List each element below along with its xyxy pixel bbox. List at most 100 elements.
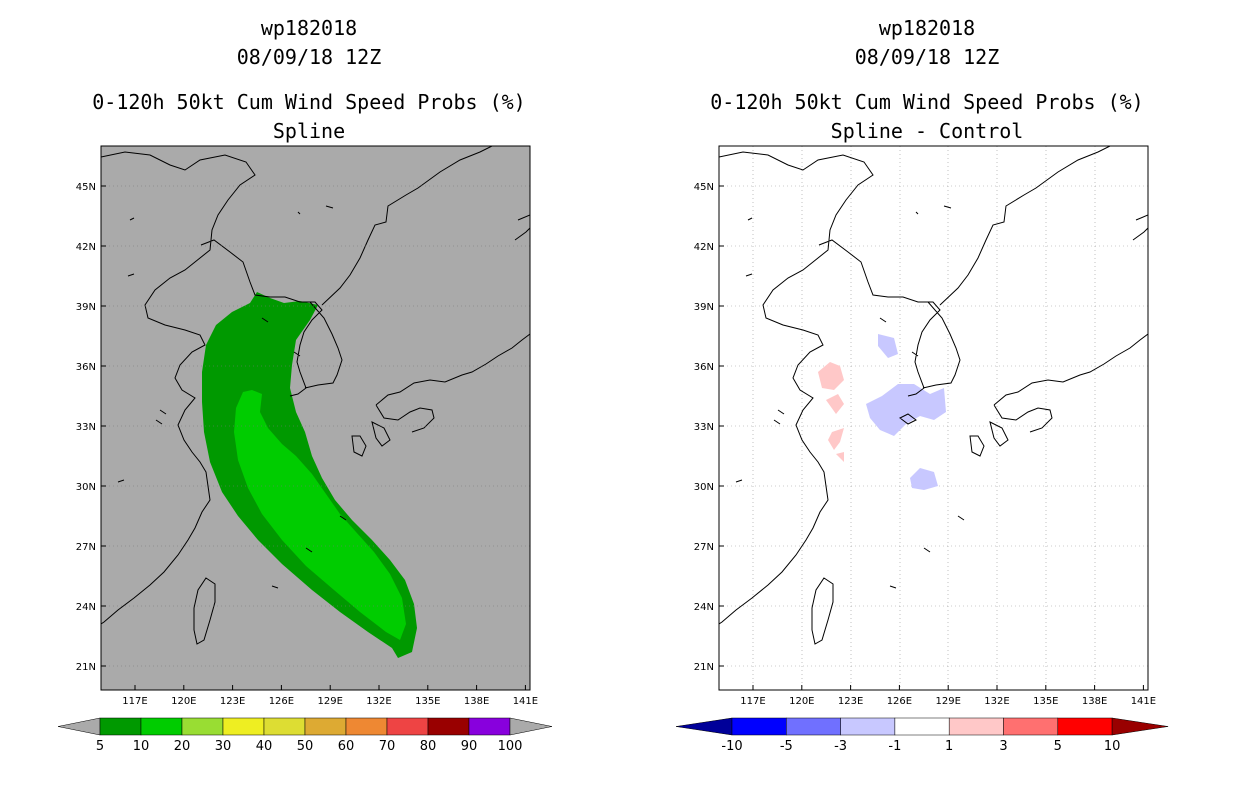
legend-label: 80 bbox=[420, 739, 437, 754]
legend-swatch bbox=[99, 717, 142, 736]
legend-swatch bbox=[731, 717, 787, 736]
lon-label: 138E bbox=[464, 696, 489, 707]
left-datetime: 08/09/18 12Z bbox=[236, 45, 382, 69]
lon-label: 141E bbox=[1131, 696, 1156, 707]
lat-label: 33N bbox=[76, 422, 96, 433]
legend-swatch bbox=[786, 717, 841, 736]
legend-swatch bbox=[948, 717, 1004, 736]
lat-label: 30N bbox=[694, 482, 714, 493]
lat-label: 30N bbox=[76, 482, 96, 493]
lat-label: 21N bbox=[76, 662, 96, 673]
legend-swatch bbox=[222, 717, 265, 736]
legend-label: 10 bbox=[133, 739, 150, 754]
left-subtitle: Spline bbox=[272, 119, 346, 143]
lon-label: 123E bbox=[220, 696, 245, 707]
legend-label: -5 bbox=[780, 739, 793, 754]
right-latitude-labels: 45N 42N 39N 36N 33N 30N 27N 24N 21N bbox=[694, 182, 724, 673]
legend-label: 20 bbox=[174, 739, 191, 754]
lon-label: 126E bbox=[269, 696, 294, 707]
legend-label: 40 bbox=[256, 739, 273, 754]
legend-swatch bbox=[345, 717, 388, 736]
left-color-legend: 5 10 20 30 40 50 60 70 80 90 100 bbox=[57, 717, 553, 754]
left-longitude-labels: 117E 120E 123E 126E 129E 132E 135E 138E 141E bbox=[122, 685, 538, 707]
legend-swatch bbox=[427, 717, 470, 736]
lat-label: 39N bbox=[76, 302, 96, 313]
lat-label: 42N bbox=[76, 242, 96, 253]
lat-label: 39N bbox=[694, 302, 714, 313]
lat-label: 42N bbox=[694, 242, 714, 253]
right-product-title: 0-120h 50kt Cum Wind Speed Probs (%) bbox=[710, 90, 1144, 114]
left-map-frame bbox=[100, 145, 531, 691]
lat-label: 24N bbox=[694, 602, 714, 613]
lat-label: 27N bbox=[694, 542, 714, 553]
right-subtitle: Spline - Control bbox=[830, 119, 1024, 143]
legend-label: -3 bbox=[834, 739, 847, 754]
legend-swatch bbox=[140, 717, 183, 736]
left-product-title: 0-120h 50kt Cum Wind Speed Probs (%) bbox=[92, 90, 526, 114]
legend-label: 70 bbox=[379, 739, 396, 754]
legend-over-arrow bbox=[509, 717, 553, 736]
legend-swatch bbox=[181, 717, 224, 736]
lon-label: 120E bbox=[171, 696, 196, 707]
lat-label: 24N bbox=[76, 602, 96, 613]
legend-label: 100 bbox=[498, 739, 523, 754]
legend-swatch bbox=[304, 717, 347, 736]
lat-label: 33N bbox=[694, 422, 714, 433]
lon-label: 132E bbox=[984, 696, 1009, 707]
legend-label: 3 bbox=[999, 739, 1007, 754]
legend-label: 50 bbox=[297, 739, 314, 754]
legend-label: 5 bbox=[1054, 739, 1062, 754]
lat-label: 21N bbox=[694, 662, 714, 673]
coastline bbox=[719, 146, 1148, 645]
legend-label: -1 bbox=[888, 739, 901, 754]
legend-label: -10 bbox=[721, 739, 742, 754]
legend-under-arrow bbox=[57, 717, 101, 736]
legend-label: 5 bbox=[96, 739, 104, 754]
left-map: 45N 42N 39N 36N 33N 30N 27N 24N 21N 117E 120E 123E… bbox=[57, 145, 553, 754]
lat-label: 27N bbox=[76, 542, 96, 553]
legend-swatch bbox=[894, 717, 950, 736]
legend-over-arrow bbox=[1111, 717, 1169, 736]
legend-swatch bbox=[263, 717, 306, 736]
lon-label: 120E bbox=[789, 696, 814, 707]
left-panel: wp182018 08/09/18 12Z 0-120h 50kt Cum Wi… bbox=[57, 16, 553, 754]
legend-under-arrow bbox=[675, 717, 733, 736]
lat-label: 45N bbox=[76, 182, 96, 193]
negative-difference-areas bbox=[866, 334, 946, 490]
left-map-background bbox=[101, 146, 530, 690]
lon-label: 117E bbox=[122, 696, 147, 707]
lon-label: 138E bbox=[1082, 696, 1107, 707]
legend-label: 60 bbox=[338, 739, 355, 754]
right-map: 45N 42N 39N 36N 33N 30N 27N 24N 21N 117E 120E 123E… bbox=[675, 145, 1169, 754]
legend-swatch bbox=[1057, 717, 1113, 736]
lat-label: 36N bbox=[694, 362, 714, 373]
legend-swatch bbox=[468, 717, 511, 736]
probability-band-inner bbox=[234, 390, 406, 640]
right-map-frame bbox=[718, 145, 1149, 691]
legend-label: 10 bbox=[1104, 739, 1121, 754]
legend-swatch bbox=[1003, 717, 1059, 736]
right-datetime: 08/09/18 12Z bbox=[854, 45, 1000, 69]
legend-label: 90 bbox=[461, 739, 478, 754]
lat-label: 36N bbox=[76, 362, 96, 373]
left-storm-id: wp182018 bbox=[260, 16, 358, 40]
left-latitude-labels: 45N 42N 39N 36N 33N 30N 27N 24N 21N bbox=[76, 182, 106, 673]
lon-label: 117E bbox=[740, 696, 765, 707]
legend-swatch bbox=[386, 717, 429, 736]
lon-label: 123E bbox=[838, 696, 863, 707]
legend-label: 30 bbox=[215, 739, 232, 754]
lon-label: 126E bbox=[887, 696, 912, 707]
lon-label: 132E bbox=[366, 696, 391, 707]
right-longitude-labels: 117E 120E 123E 126E 129E 132E 135E 138E 141E bbox=[740, 685, 1156, 707]
right-color-legend: -10 -5 -3 -1 1 3 5 10 bbox=[675, 717, 1169, 754]
coastline bbox=[101, 146, 530, 645]
legend-label: 1 bbox=[945, 739, 953, 754]
lon-label: 135E bbox=[1033, 696, 1058, 707]
lon-label: 141E bbox=[513, 696, 538, 707]
right-storm-id: wp182018 bbox=[878, 16, 976, 40]
lon-label: 129E bbox=[317, 696, 342, 707]
legend-swatch bbox=[840, 717, 896, 736]
lat-label: 45N bbox=[694, 182, 714, 193]
positive-difference-areas bbox=[818, 362, 844, 462]
lon-label: 135E bbox=[415, 696, 440, 707]
